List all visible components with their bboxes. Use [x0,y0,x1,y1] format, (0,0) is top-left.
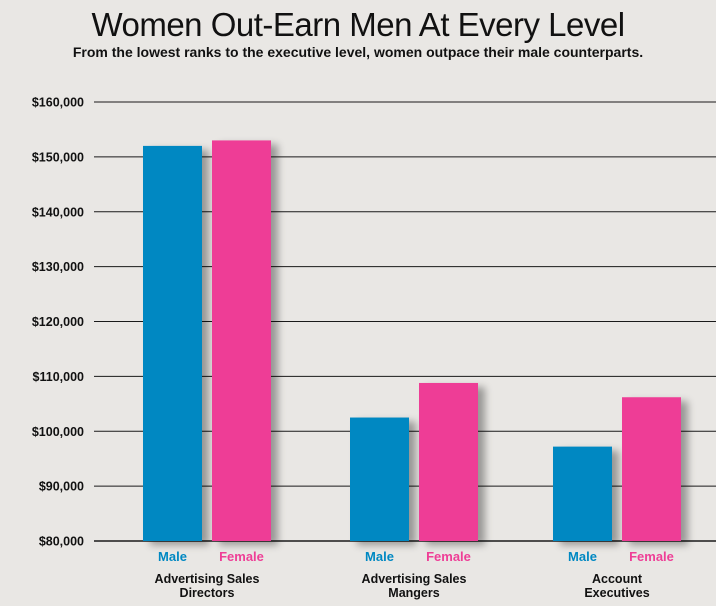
chart-title: Women Out-Earn Men At Every Level [91,6,625,43]
bar-male [143,145,202,541]
bar-female [419,382,478,541]
y-tick-label: $140,000 [32,205,84,219]
category-label: Mangers [388,586,439,600]
y-tick-label: $130,000 [32,260,84,274]
bar-male [350,417,409,541]
series-label: Female [426,549,471,564]
series-label: Female [219,549,264,564]
category-label: Advertising Sales [362,572,467,586]
series-label: Male [568,549,597,564]
y-tick-label: $120,000 [32,315,84,329]
category-label: Account [592,572,643,586]
y-tick-label: $110,000 [33,370,84,384]
category-label: Directors [180,586,235,600]
bar-male [553,446,612,541]
category-label: Advertising Sales [155,572,260,586]
chart-subtitle: From the lowest ranks to the executive l… [72,44,644,60]
y-tick-label: $100,000 [32,425,84,439]
category-label: Executives [584,586,649,600]
y-tick-label: $160,000 [32,96,84,110]
series-label: Male [365,549,394,564]
bar-female [622,397,681,541]
y-tick-label: $90,000 [39,480,84,494]
y-tick-label: $150,000 [32,150,84,164]
bar-female [212,140,271,541]
series-label: Male [158,549,187,564]
y-tick-label: $80,000 [39,535,84,549]
series-label: Female [629,549,674,564]
